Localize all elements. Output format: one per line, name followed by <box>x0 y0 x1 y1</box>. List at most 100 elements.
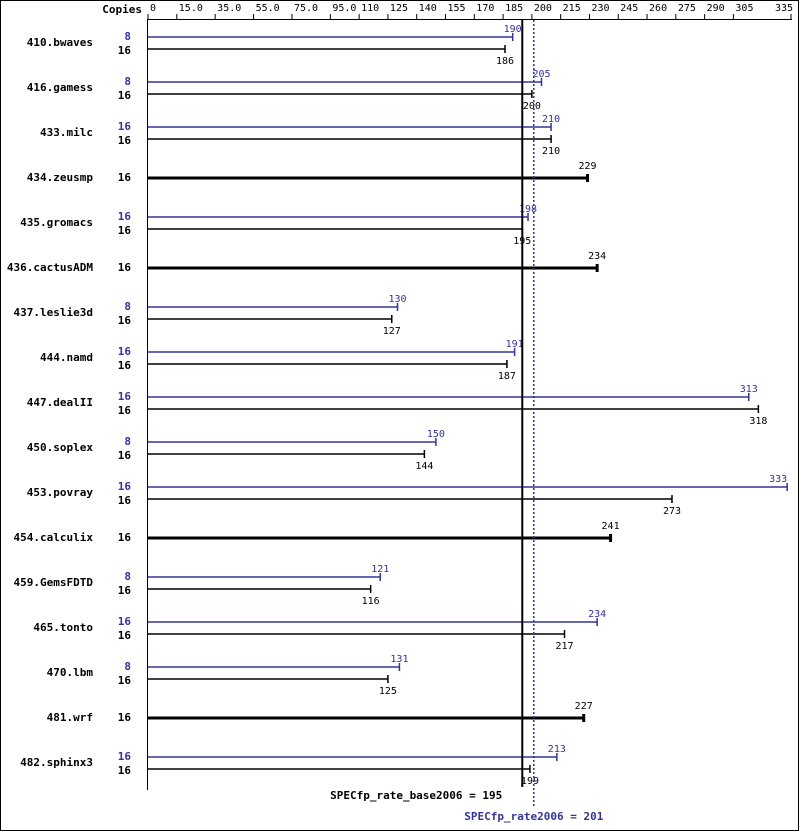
peak-copies: 16 <box>118 615 132 628</box>
peak-value: 121 <box>371 564 389 575</box>
base-value: 125 <box>379 686 397 697</box>
base-value: 234 <box>588 251 606 262</box>
base-copies: 16 <box>118 171 132 184</box>
peak-bar <box>148 348 516 356</box>
x-tick-label: 260 <box>649 3 667 14</box>
benchmark-name: 437.leslie3d <box>14 306 93 319</box>
x-tick-label: 335 <box>775 3 793 14</box>
x-tick-label: 55.0 <box>256 3 280 14</box>
base-value: 127 <box>383 326 401 337</box>
base-copies: 16 <box>118 711 132 724</box>
benchmark-name: 470.lbm <box>47 666 94 679</box>
base-bar <box>148 495 673 503</box>
base-bar <box>148 450 426 458</box>
base-bar <box>148 174 590 182</box>
peak-bar <box>148 573 381 581</box>
benchmark-name: 454.calculix <box>14 531 94 544</box>
peak-copies: 8 <box>124 660 131 673</box>
base-value: 199 <box>521 776 539 787</box>
base-copies: 16 <box>118 44 132 57</box>
base-value: 217 <box>555 641 573 652</box>
x-tick-label: 245 <box>620 3 638 14</box>
peak-value: 130 <box>388 294 406 305</box>
peak-value: 150 <box>427 429 445 440</box>
peak-value: 234 <box>588 609 606 620</box>
peak-value: 333 <box>769 474 787 485</box>
base-copies: 16 <box>118 584 132 597</box>
base-copies: 16 <box>118 89 132 102</box>
base-bar <box>148 360 508 368</box>
base-bar <box>148 405 760 413</box>
base-value: 210 <box>542 146 560 157</box>
benchmark-name: 416.gamess <box>27 81 93 94</box>
peak-copies: 8 <box>124 435 131 448</box>
peak-copies: 16 <box>118 750 132 763</box>
peak-copies: 8 <box>124 570 131 583</box>
peak-bar <box>148 438 437 446</box>
benchmark-name: 465.tonto <box>33 621 93 634</box>
x-tick-label: 110 <box>361 3 379 14</box>
base-value: 200 <box>523 101 541 112</box>
peak-bar <box>148 393 750 401</box>
peak-value: 190 <box>504 24 522 35</box>
base-value: 229 <box>579 161 597 172</box>
benchmark-name: 447.dealII <box>27 396 93 409</box>
x-tick-label: 75.0 <box>294 3 318 14</box>
x-tick-label: 230 <box>591 3 609 14</box>
base-bar <box>148 714 586 722</box>
peak-copies: 8 <box>124 300 131 313</box>
benchmark-name: 453.povray <box>27 486 94 499</box>
benchmark-name: 450.soplex <box>27 441 94 454</box>
peak-bar <box>148 33 514 41</box>
peak-copies: 16 <box>118 345 132 358</box>
peak-bar <box>148 663 401 671</box>
base-metric-label: SPECfp_rate_base2006 = 195 <box>330 789 502 802</box>
x-tick-label: 200 <box>534 3 552 14</box>
base-value: 116 <box>362 596 380 607</box>
x-tick-label: 95.0 <box>332 3 356 14</box>
base-value: 241 <box>602 521 620 532</box>
benchmark-name: 434.zeusmp <box>27 171 94 184</box>
base-value: 273 <box>663 506 681 517</box>
peak-copies: 16 <box>118 390 132 403</box>
peak-bar <box>148 483 788 491</box>
peak-value: 210 <box>542 114 560 125</box>
benchmark-name: 410.bwaves <box>27 36 93 49</box>
base-copies: 16 <box>118 764 132 777</box>
benchmark-name: 433.milc <box>40 126 93 139</box>
base-bar <box>148 630 566 638</box>
base-copies: 16 <box>118 531 132 544</box>
peak-value: 205 <box>532 69 550 80</box>
base-value: 318 <box>749 416 767 427</box>
base-bar <box>148 315 393 323</box>
benchmark-name: 435.gromacs <box>20 216 93 229</box>
x-tick-label: 140 <box>419 3 437 14</box>
peak-copies: 8 <box>124 30 131 43</box>
x-tick-label: 215 <box>563 3 581 14</box>
base-value: 144 <box>415 461 433 472</box>
x-tick-label: 35.0 <box>217 3 241 14</box>
benchmark-name: 482.sphinx3 <box>20 756 93 769</box>
peak-metric-label: SPECfp_rate2006 = 201 <box>464 810 603 823</box>
base-bar <box>148 675 389 683</box>
base-copies: 16 <box>118 134 132 147</box>
base-copies: 16 <box>118 404 132 417</box>
peak-copies: 16 <box>118 120 132 133</box>
peak-bar <box>148 123 552 131</box>
peak-value: 198 <box>519 204 537 215</box>
peak-copies: 16 <box>118 480 132 493</box>
peak-copies: 8 <box>124 75 131 88</box>
x-tick-label: 275 <box>678 3 696 14</box>
x-tick-label: 125 <box>390 3 408 14</box>
base-copies: 16 <box>118 449 132 462</box>
x-tick-label: 155 <box>448 3 466 14</box>
base-copies: 16 <box>118 629 132 642</box>
x-tick-label: 15.0 <box>179 3 203 14</box>
benchmark-name: 436.cactusADM <box>7 261 93 274</box>
base-copies: 16 <box>118 314 132 327</box>
base-copies: 16 <box>118 674 132 687</box>
peak-bar <box>148 78 543 86</box>
base-bar <box>148 90 533 98</box>
